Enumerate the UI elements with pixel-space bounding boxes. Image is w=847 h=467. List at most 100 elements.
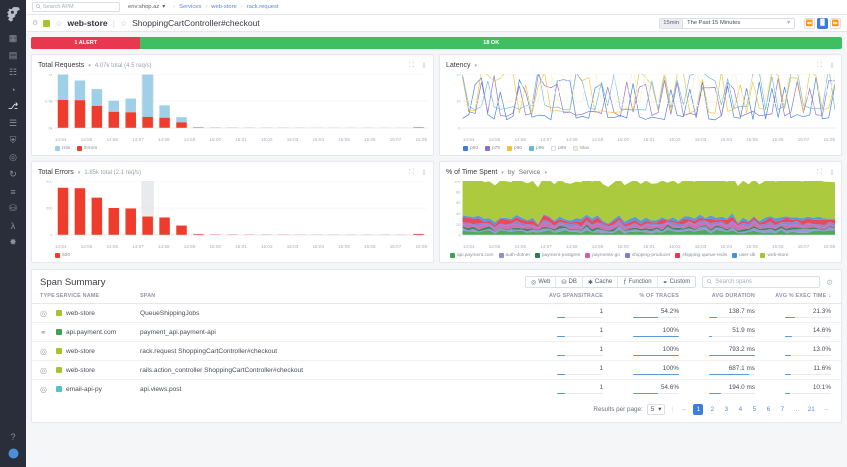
infrastructure-icon[interactable]: ☷ — [8, 67, 18, 77]
export-icon[interactable]: ⇩ — [829, 169, 835, 177]
legend-item[interactable]: 500 — [55, 253, 70, 258]
step-forward-button[interactable]: ⏩ — [830, 17, 841, 29]
column-header-avg_duration[interactable]: AVG DURATION — [711, 293, 755, 299]
expand-icon[interactable]: ⛶ — [817, 168, 823, 176]
alert-badge[interactable]: 1 ALERT — [31, 37, 141, 49]
page-button-1[interactable]: 1 — [693, 404, 704, 416]
legend-item[interactable]: Max — [573, 146, 589, 151]
expand-icon[interactable]: ⛶ — [817, 61, 823, 69]
page-button-2[interactable]: 2 — [710, 406, 715, 414]
dashboards-icon[interactable]: ▦ — [8, 33, 18, 43]
legend-item[interactable]: api.payment.com — [450, 253, 494, 258]
column-header-avg_pct_exec[interactable]: AVG % EXEC TIME ↓ — [775, 293, 831, 299]
legend-item[interactable]: user-db — [732, 253, 755, 258]
logs-icon[interactable]: ☰ — [8, 118, 18, 128]
integrations-icon[interactable]: ✸ — [9, 237, 17, 247]
page-button-3[interactable]: 3 — [724, 406, 729, 414]
cell-span[interactable]: rails.action_controller ShoppingCartCont… — [140, 360, 537, 380]
chevron-down-icon[interactable]: ▾ — [77, 169, 81, 176]
user-avatar[interactable] — [2, 446, 24, 461]
span-search-input[interactable]: Search spans — [702, 276, 821, 288]
expand-icon[interactable]: ⛶ — [409, 61, 415, 69]
time-range-picker[interactable]: 15min The Past 15 Minutes ▾ — [659, 17, 795, 29]
results-per-page-select[interactable]: 5 ▾ — [646, 404, 666, 416]
service-name[interactable]: api.payment.com — [66, 328, 117, 336]
legend-item[interactable]: Hits — [55, 146, 70, 151]
gear-icon[interactable]: ⚙ — [32, 20, 39, 27]
security-icon[interactable]: ⛨ — [9, 135, 17, 145]
table-row[interactable]: ◎ web-store rails.action_controller Shoppi… — [32, 360, 841, 380]
column-header-spans_per_trace[interactable]: AVG SPANS/TRACE — [548, 293, 603, 299]
environment-selector[interactable]: env:shop.az ▾ — [128, 4, 165, 10]
table-row[interactable]: ◎ web-store rack.request ShoppingCartContr… — [32, 341, 841, 361]
page-button-6[interactable]: 6 — [766, 406, 771, 414]
chevron-down-icon[interactable]: ▾ — [544, 169, 547, 176]
expand-icon[interactable]: ⛶ — [409, 168, 415, 176]
table-row[interactable]: ◎ web-store QueueShippingJobs 1 54.2% 138.7 m… — [32, 302, 841, 323]
column-header-span[interactable]: SPAN — [140, 293, 156, 299]
page-button-5[interactable]: 5 — [752, 406, 757, 414]
step-back-button[interactable]: ⏪ — [804, 17, 815, 29]
filter-db[interactable]: ⛁ DB — [556, 277, 583, 287]
filter-function[interactable]: ƒ Function — [618, 277, 658, 287]
chevron-down-icon[interactable]: ▾ — [501, 169, 504, 176]
legend-item[interactable]: shipping-producer — [624, 253, 670, 258]
legend-item[interactable]: p90 — [507, 146, 522, 151]
legend-item[interactable]: auth-dotnet — [498, 253, 530, 258]
legend-item[interactable]: Errors — [77, 146, 97, 151]
star-icon[interactable]: ☆ — [55, 18, 63, 28]
legend-item[interactable]: shipping-queue-redis — [675, 253, 727, 258]
export-icon[interactable]: ⇩ — [829, 62, 835, 70]
ok-badge[interactable]: 18 OK — [140, 37, 842, 49]
page-button-4[interactable]: 4 — [738, 406, 743, 414]
service-name[interactable]: web-store — [66, 347, 95, 355]
synthetics-icon[interactable]: ↻ — [9, 169, 17, 179]
table-row[interactable]: ◎ email-api-py api.views.post 1 54.6% 194.0 m… — [32, 379, 841, 399]
column-header-type[interactable]: TYPE — [40, 293, 55, 299]
next-page-button[interactable]: → — [822, 406, 829, 414]
monitors-icon[interactable]: ◔ — [10, 84, 16, 95]
legend-item[interactable]: web-store — [760, 253, 789, 258]
chevron-down-icon[interactable]: ▾ — [88, 62, 91, 69]
cell-span[interactable]: rack.request ShoppingCartController#chec… — [140, 341, 537, 361]
legend-item[interactable]: payment-postgres — [534, 253, 580, 258]
service-name[interactable]: web-store — [66, 309, 95, 317]
apm-icon[interactable]: ⎇ — [7, 101, 19, 111]
cell-span[interactable]: QueueShippingJobs — [140, 302, 537, 323]
table-settings-gear-icon[interactable]: ⚙ — [826, 277, 833, 287]
ux-icon[interactable]: ◎ — [9, 152, 17, 162]
datadog-logo-icon[interactable] — [3, 3, 23, 25]
pause-button[interactable]: ▐▌ — [817, 17, 828, 29]
legend-item[interactable]: p95 — [529, 146, 544, 151]
service-name[interactable]: web-store — [66, 366, 95, 374]
column-header-service[interactable]: SERVICE NAME — [56, 293, 100, 299]
notebook-icon[interactable]: ▤ — [8, 50, 18, 60]
service-name[interactable]: email-api-py — [66, 385, 102, 393]
legend-item[interactable]: p99 — [551, 146, 566, 151]
profiler-icon[interactable]: ≡ — [10, 186, 16, 197]
legend-item[interactable]: p50 — [463, 146, 478, 151]
database-icon[interactable]: ⛁ — [9, 203, 17, 213]
export-icon[interactable]: ⇩ — [421, 169, 427, 177]
filter-web[interactable]: ◎ Web — [525, 277, 557, 287]
help-icon[interactable]: ? — [10, 431, 16, 442]
search-input[interactable]: Search APM — [32, 2, 120, 12]
cell-span[interactable]: api.views.post — [140, 379, 537, 399]
legend-item[interactable]: p75 — [485, 146, 500, 151]
legend-item[interactable]: payments-go — [585, 253, 620, 258]
filter-custom[interactable]: ⚭ Custom — [657, 277, 696, 287]
cell-span[interactable]: payment_api.payment-api — [140, 322, 537, 342]
last-page-button[interactable]: 21 — [807, 406, 815, 414]
prev-page-button[interactable]: ← — [681, 406, 688, 414]
serverless-icon[interactable]: λ — [10, 220, 16, 231]
breadcrumb-item-services[interactable]: Services — [179, 4, 202, 10]
column-header-pct_traces[interactable]: % OF TRACES — [639, 293, 679, 299]
chevron-down-icon[interactable]: ▾ — [474, 62, 478, 69]
group-by-value[interactable]: Service — [518, 169, 541, 176]
star-icon-resource[interactable]: ☆ — [119, 18, 128, 28]
breadcrumb-item-web-store[interactable]: web-store — [211, 4, 237, 10]
breadcrumb-item-rack-request[interactable]: rack.request — [246, 4, 279, 10]
page-button-7[interactable]: 7 — [780, 406, 785, 414]
filter-cache[interactable]: ✱ Cache — [582, 277, 619, 287]
export-icon[interactable]: ⇩ — [421, 62, 427, 70]
